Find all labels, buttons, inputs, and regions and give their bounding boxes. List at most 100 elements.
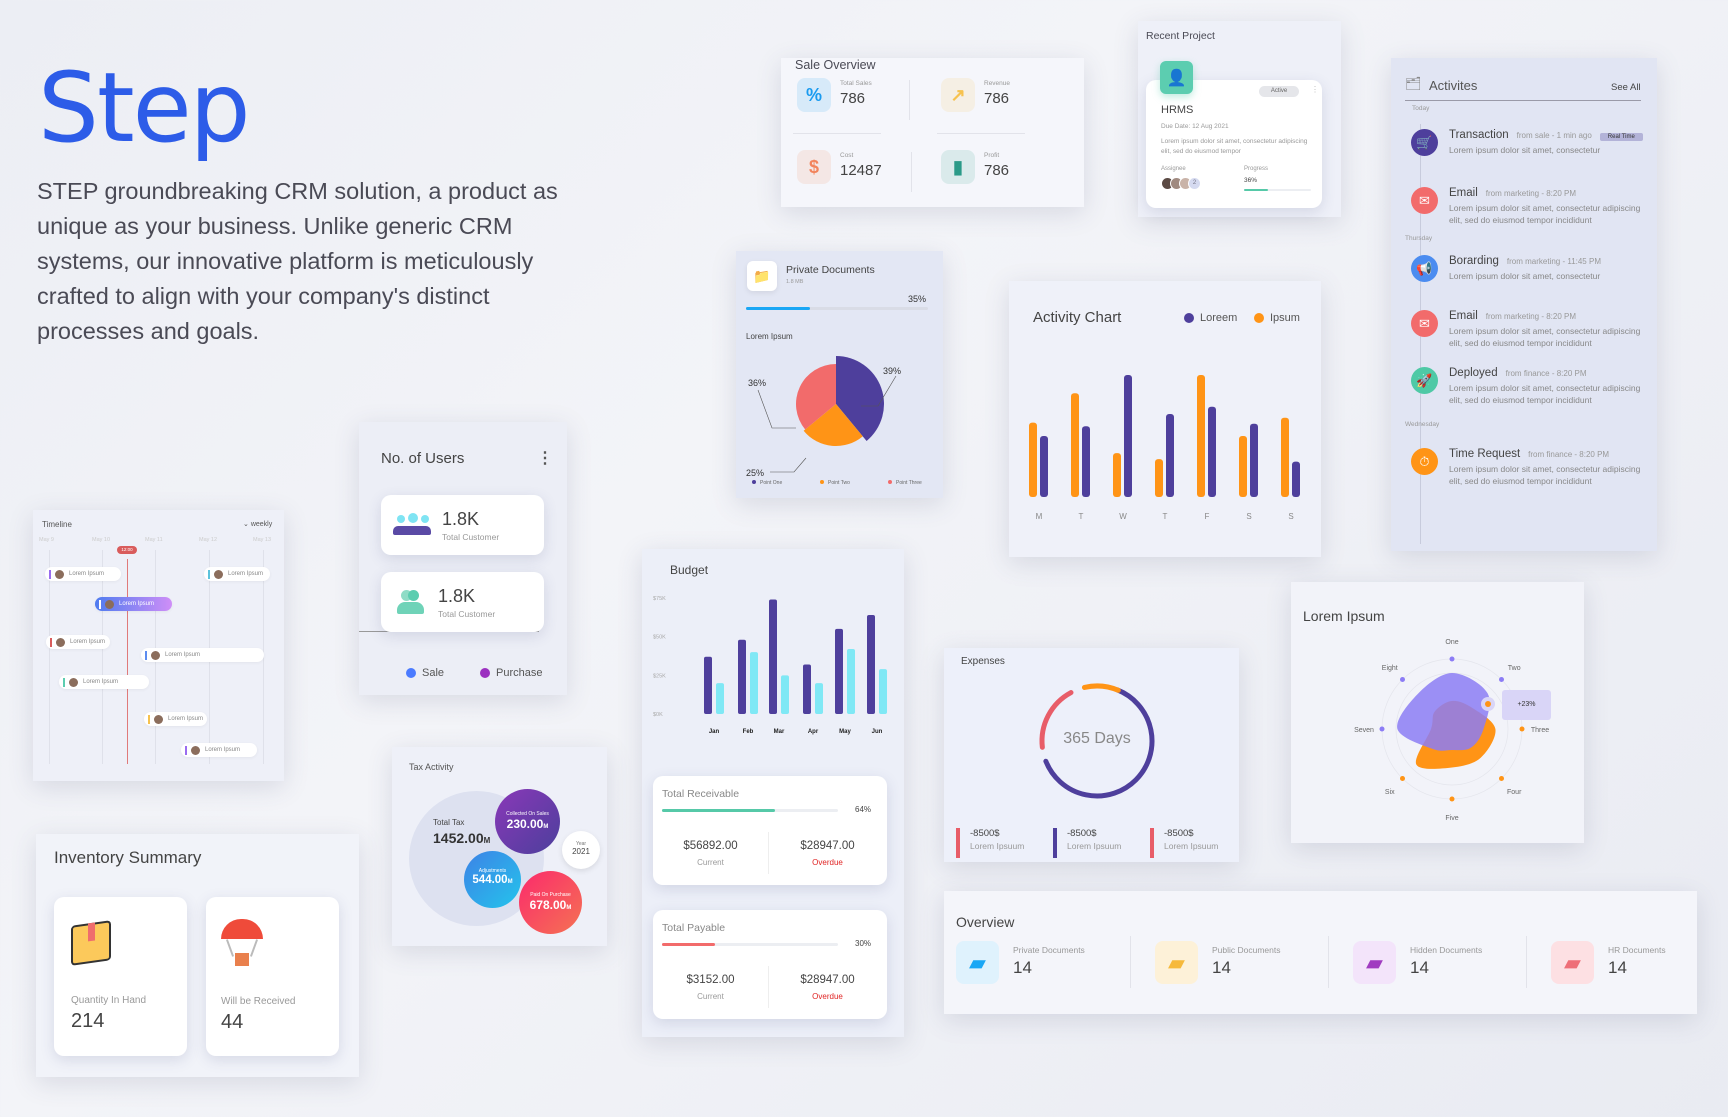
budget-bar	[847, 649, 855, 714]
period-dropdown[interactable]: ⌄ weekly	[243, 520, 272, 528]
timeline-event[interactable]: Lorem Ipsum	[59, 675, 149, 689]
activity-item[interactable]: ✉ Email from marketing - 8:20 PM Lorem ipsu…	[1405, 187, 1647, 233]
document-title: Private Documents	[786, 264, 875, 276]
overview-item[interactable]: ▰ HR Documents 14	[1526, 936, 1728, 991]
item-label: Will be Received	[221, 996, 296, 1007]
event-label: Lorem Ipsum	[205, 747, 241, 753]
radar-axis-label: Seven	[1354, 727, 1374, 734]
card-title: Expenses	[961, 656, 1005, 667]
bar-ipsum	[1197, 375, 1205, 497]
pie-slice	[836, 356, 884, 441]
activity-meta: from sale - 1 min ago	[1516, 131, 1592, 140]
timeline-event[interactable]: Lorem Ipsum	[141, 648, 264, 662]
activity-item[interactable]: ✉ Email from marketing - 8:20 PM Lorem ipsu…	[1405, 310, 1647, 356]
legend-label: Purchase	[496, 667, 543, 679]
sale-stat: ▮ Profit 786	[941, 150, 1061, 190]
legend-label: Point Two	[828, 480, 850, 486]
y-tick-label: $25K	[653, 673, 666, 679]
x-tick-label: Mar	[774, 729, 785, 735]
year-selector[interactable]: Year 2021	[562, 831, 600, 869]
budget-bar	[867, 615, 875, 714]
current-amount: $56892.00	[683, 840, 738, 852]
label: Adjustments	[478, 868, 507, 874]
legend-label: Point One	[760, 480, 782, 486]
overview-item[interactable]: ▰ Private Documents 14	[956, 941, 1136, 991]
budget-bar	[716, 683, 724, 714]
more-icon[interactable]: ⋮	[1311, 85, 1319, 94]
folder-icon: ▰	[1551, 941, 1594, 984]
avatar	[55, 569, 64, 579]
x-tick-label: T	[1163, 512, 1168, 521]
activity-meta: from marketing - 11:45 PM	[1506, 257, 1601, 266]
timeline-event[interactable]: Lorem Ipsum	[204, 567, 270, 581]
payable-percent: 30%	[855, 939, 872, 948]
project-due-date: Due Date: 12 Aug 2021	[1161, 123, 1229, 130]
overview-item[interactable]: ▰ Hidden Documents 14	[1328, 936, 1533, 991]
day-label: Today	[1412, 105, 1430, 112]
percent-tag-icon: %	[797, 78, 831, 112]
current-amount: $3152.00	[686, 974, 735, 986]
project-card[interactable]: Active ⋮ HRMS Due Date: 12 Aug 2021 Lore…	[1146, 80, 1322, 208]
receivable-card: Total Receivable 64% $56892.00 Current $…	[653, 776, 887, 885]
avatar	[151, 650, 160, 660]
avatar	[56, 637, 65, 647]
ring-segment	[1081, 683, 1121, 693]
bar-loreem	[1124, 375, 1132, 497]
x-tick-label: Apr	[808, 729, 819, 735]
legend-label: Loreem	[1200, 312, 1238, 324]
timeline-event[interactable]: Lorem Ipsum	[144, 712, 207, 726]
stat-label: Revenue	[984, 80, 1011, 87]
item-value: 44	[221, 1011, 244, 1033]
clock-icon: ⏱	[1411, 448, 1438, 475]
stat-value: 786	[840, 90, 866, 107]
period-value: weekly	[250, 521, 273, 528]
divider	[1405, 100, 1641, 101]
activity-item[interactable]: 🛒 Transaction from sale - 1 min ago Real Ti…	[1405, 129, 1647, 175]
timeline-date: May 13	[253, 537, 272, 543]
activity-item[interactable]: 📢 Borarding from marketing - 11:45 PM Lorem…	[1405, 255, 1647, 301]
overview-value: 14	[1608, 958, 1627, 977]
users-icon	[397, 590, 425, 616]
title-text: Transaction	[1449, 129, 1509, 141]
bar-ipsum	[1155, 459, 1163, 497]
tax-activity-card: Tax Activity Total Tax 1452.00M Collecte…	[392, 747, 607, 946]
overview-item[interactable]: ▰ Public Documents 14	[1130, 936, 1335, 991]
card-title: Activites	[1429, 78, 1478, 93]
chart-title: Activity Chart	[1033, 309, 1122, 326]
legend-dot	[888, 480, 892, 484]
timeline-event[interactable]: Lorem Ipsum	[95, 597, 172, 611]
users-card: No. of Users ⋮ 1.8K Total Customer 1.8K …	[359, 422, 567, 695]
card-title: No. of Users	[381, 450, 465, 467]
activity-item[interactable]: ⏱ Time Request from finance - 8:20 PM Lorem…	[1405, 448, 1647, 494]
see-all-link[interactable]: See All	[1611, 82, 1641, 93]
timeline-event[interactable]: Lorem Ipsum	[45, 567, 121, 581]
stat-label: Profit	[984, 152, 1000, 159]
expense-value: -8500$	[970, 828, 1000, 839]
timeline-event[interactable]: Lorem Ipsum	[181, 743, 257, 757]
event-color-marker	[208, 569, 210, 579]
overview-label: Private Documents	[1013, 945, 1085, 955]
pie-leader-line	[770, 457, 807, 473]
activity-description: Lorem ipsum dolor sit amet, consectetur …	[1449, 203, 1641, 225]
budget-bar	[738, 639, 746, 714]
value: 678.00	[529, 898, 567, 912]
radar-card: Lorem Ipsum One Two Three Four Five Six Seven E…	[1291, 582, 1584, 843]
timeline-event[interactable]: Lorem Ipsum	[46, 635, 110, 649]
pie-chart: 39% 25% 36% Point One Point Two Point Three	[746, 356, 922, 486]
divider	[793, 133, 881, 134]
radar-axis-point	[1498, 775, 1504, 781]
budget-bar	[815, 683, 823, 714]
event-label: Lorem Ipsum	[69, 571, 105, 577]
card-title: Inventory Summary	[54, 848, 202, 867]
dollar-down-icon: $	[797, 150, 831, 184]
grid-line	[102, 550, 103, 764]
budget-bar-chart: $0K $25K $50K $75K Jan Feb Mar Apr May Jun	[653, 596, 887, 735]
activity-item[interactable]: 🚀 Deployed from finance - 8:20 PM Lorem ips…	[1405, 367, 1647, 413]
growth-coins-icon: ↗	[941, 78, 975, 112]
overdue-amount: $28947.00	[800, 840, 855, 852]
legend-ipsum: Ipsum	[1254, 312, 1300, 324]
more-options-icon[interactable]: ⋮	[537, 450, 553, 467]
assignee-avatars[interactable]: 2	[1161, 177, 1201, 190]
expense-label: Lorem Ipsuum	[970, 841, 1025, 851]
